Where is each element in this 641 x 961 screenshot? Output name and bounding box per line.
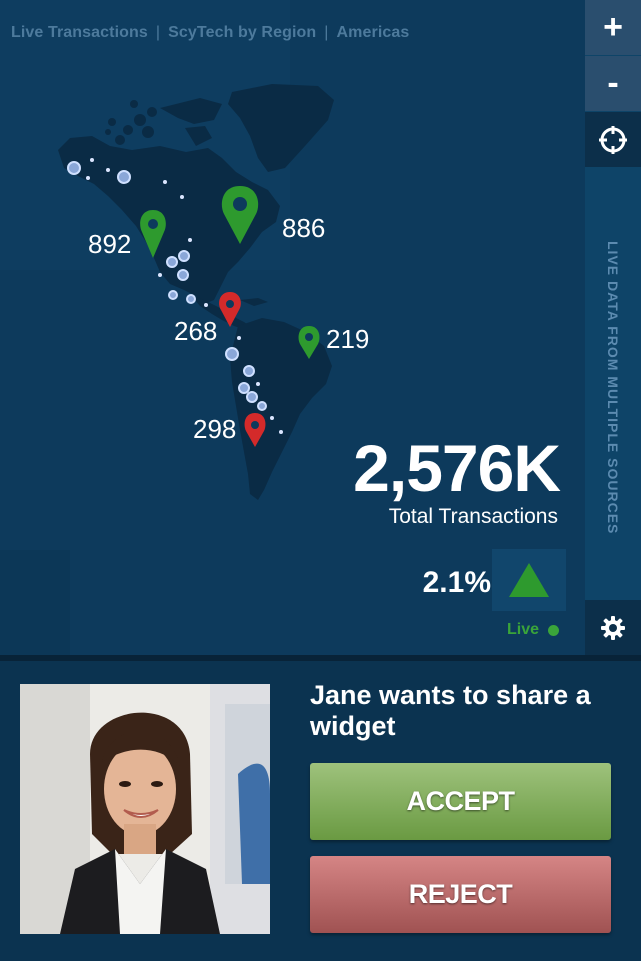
americas-map xyxy=(58,84,334,500)
live-data-sources-label: LIVE DATA FROM MULTIPLE SOURCES xyxy=(605,241,621,535)
plus-icon: + xyxy=(603,8,623,46)
crosshair-icon xyxy=(599,125,627,154)
breadcrumb-item-americas[interactable]: Americas xyxy=(336,24,410,41)
marker-886-label: 886 xyxy=(282,213,326,243)
trend-up-icon xyxy=(509,563,549,597)
marker-268-pin xyxy=(219,292,241,327)
change-percent: 2.1% xyxy=(422,566,491,599)
breadcrumb-separator: | xyxy=(155,24,161,41)
breadcrumb: Live Transactions | ScyTech by Region | Amer… xyxy=(11,24,409,42)
south-america-landmass xyxy=(230,318,332,500)
trend-indicator xyxy=(492,549,566,611)
greenland-landmass xyxy=(228,84,334,172)
map-panel[interactable]: Live Transactions | ScyTech by Region | Amer… xyxy=(0,0,585,655)
map-tile xyxy=(0,550,70,655)
transaction-points-small xyxy=(86,158,283,434)
total-transactions-caption: Total Transactions xyxy=(388,505,558,528)
live-status-dot xyxy=(548,625,559,636)
total-transactions-value: 2,576K xyxy=(353,431,561,505)
gear-icon xyxy=(601,615,625,640)
share-request-title: Jane wants to share a widget xyxy=(310,680,591,741)
marker-892-pin xyxy=(140,210,166,258)
live-status-label: Live xyxy=(507,621,540,638)
locate-button[interactable] xyxy=(585,112,641,167)
central-america-landmass xyxy=(190,294,250,330)
settings-button[interactable] xyxy=(585,600,641,655)
sender-avatar xyxy=(20,684,270,934)
map-tile xyxy=(290,0,585,270)
accept-button[interactable]: ACCEPT xyxy=(310,763,611,840)
sender-photo xyxy=(20,684,270,934)
reject-button[interactable]: REJECT xyxy=(310,856,611,933)
marker-892-label: 892 xyxy=(88,229,132,259)
arctic-islands xyxy=(160,98,222,124)
breadcrumb-item-scytech-by-region[interactable]: ScyTech by Region xyxy=(168,24,317,41)
breadcrumb-item-live-transactions[interactable]: Live Transactions xyxy=(11,24,148,41)
marker-298-label: 298 xyxy=(193,414,237,444)
breadcrumb-separator: | xyxy=(324,24,329,41)
transaction-points xyxy=(67,161,267,411)
marker-219-label: 219 xyxy=(326,324,370,354)
marker-219-pin xyxy=(298,326,320,359)
zoom-in-button[interactable]: + xyxy=(585,0,641,55)
north-america-landmass xyxy=(58,136,280,304)
minus-icon: - xyxy=(607,64,619,102)
marker-268-label: 268 xyxy=(174,316,218,346)
marker-298-pin xyxy=(244,413,266,447)
marker-886-pin xyxy=(221,186,259,244)
zoom-out-button[interactable]: - xyxy=(585,56,641,111)
section-divider xyxy=(0,655,641,661)
